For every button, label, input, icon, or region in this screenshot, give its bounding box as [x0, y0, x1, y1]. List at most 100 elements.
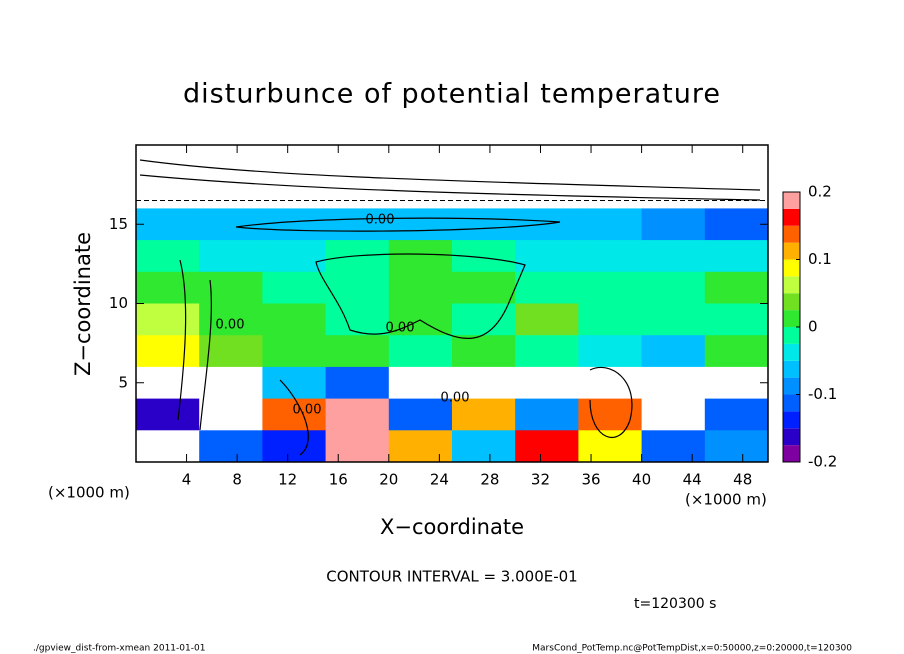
field-cell — [136, 271, 200, 304]
x-tick-label: 24 — [430, 471, 449, 489]
field-cell — [704, 271, 769, 304]
contour-line — [315, 253, 526, 339]
field-cell — [452, 366, 516, 400]
contour-line — [589, 366, 633, 438]
field-cell — [136, 208, 200, 241]
field-cell — [262, 271, 327, 304]
field-cell — [641, 398, 706, 431]
field-cell — [388, 335, 453, 368]
field-cell — [452, 303, 516, 336]
contour-line — [139, 174, 761, 201]
x-tick-label: 8 — [232, 471, 242, 489]
field-cell — [704, 176, 769, 209]
colorbar-swatch — [783, 259, 800, 277]
field-cell — [325, 366, 390, 400]
field-cell — [641, 366, 706, 400]
field-cell — [262, 398, 327, 431]
field-cell — [515, 430, 579, 463]
field-cell — [199, 145, 263, 178]
field-cell — [704, 398, 769, 431]
x-tick-label: 32 — [531, 471, 550, 489]
field-cell — [578, 303, 643, 336]
y-tick-label: 10 — [109, 294, 128, 312]
x-tick-label: 4 — [182, 471, 192, 489]
field-cell — [452, 271, 516, 304]
contour-label: 0.00 — [386, 321, 415, 336]
y-tick-label: 5 — [118, 373, 128, 391]
field-cell — [641, 208, 706, 241]
colorbar-swatch — [783, 310, 800, 327]
colorbar-swatch — [783, 394, 800, 412]
field-cell — [199, 398, 263, 431]
x-tick-label: 44 — [683, 471, 702, 489]
contour-line — [235, 217, 561, 232]
field-cell — [578, 335, 643, 368]
colorbar-tick-label: -0.2 — [808, 453, 837, 471]
field-cell — [515, 303, 579, 336]
field-cell — [704, 240, 769, 273]
field-cell — [388, 430, 453, 463]
field-cell — [262, 208, 327, 241]
field-cell — [388, 208, 453, 241]
field-cell — [136, 398, 200, 431]
field-cell — [641, 430, 706, 463]
x-tick-label: 12 — [278, 471, 297, 489]
field-cell — [325, 208, 390, 241]
colorbar-tick-label: 0.2 — [808, 183, 832, 201]
field-cell — [452, 335, 516, 368]
colorbar-tick-label: -0.1 — [808, 385, 837, 403]
field-cell — [641, 303, 706, 336]
field-cell — [388, 398, 453, 431]
footer: MarsCond_PotTemp.nc@PotTempDist,x=0:5000… — [532, 644, 852, 654]
contour-label: 0.00 — [216, 318, 245, 333]
contour-label: 0.00 — [366, 213, 395, 228]
field-cell — [136, 335, 200, 368]
field-cell — [388, 271, 453, 304]
colorbar-swatch — [783, 360, 800, 378]
colorbar-swatch — [783, 293, 800, 311]
field-cell — [262, 303, 327, 336]
field-cell — [578, 240, 643, 273]
field-cell — [262, 430, 327, 463]
field-cell — [199, 303, 263, 336]
field-cell — [388, 303, 453, 336]
field-cell — [704, 335, 769, 368]
contour-line — [177, 259, 187, 421]
field-cell — [136, 303, 200, 336]
field-cell — [515, 366, 579, 400]
colorbar-tick-label: 0.1 — [808, 250, 832, 268]
x-unit: (×1000 m) — [48, 484, 130, 502]
field-cell — [325, 398, 390, 431]
x-tick-label: 16 — [329, 471, 348, 489]
field-cell — [704, 366, 769, 400]
x-tick-label: 36 — [581, 471, 600, 489]
y-axis-label: Z−coordinate — [71, 232, 95, 376]
field-cell — [388, 366, 453, 400]
field-cell — [199, 430, 263, 463]
field-cell — [262, 335, 327, 368]
x-tick-label: 48 — [733, 471, 752, 489]
field-cell — [578, 430, 643, 463]
x-tick-label: 20 — [379, 471, 398, 489]
contour-line — [199, 279, 212, 431]
x-tick-label: 28 — [480, 471, 499, 489]
contour-interval: CONTOUR INTERVAL = 3.000E-01 — [326, 568, 577, 586]
field-cell — [452, 430, 516, 463]
field-cell — [199, 366, 263, 400]
field-cell — [515, 335, 579, 368]
field-cell — [136, 240, 200, 273]
colorbar-swatch — [783, 343, 800, 361]
field-cell — [325, 145, 390, 178]
time-label: t=120300 s — [634, 596, 716, 612]
colorbar-swatch — [783, 445, 800, 462]
x-unit: (×1000 m) — [685, 491, 767, 509]
field-cell — [325, 176, 390, 209]
field-cell — [136, 366, 200, 400]
field-cell — [704, 430, 769, 463]
field-cell — [199, 240, 263, 273]
contour-label: 0.00 — [293, 403, 322, 418]
chart-title: disturbunce of potential temperature — [183, 79, 721, 110]
x-tick-label: 40 — [632, 471, 651, 489]
field-cell — [515, 240, 579, 273]
field-cell — [199, 271, 263, 304]
